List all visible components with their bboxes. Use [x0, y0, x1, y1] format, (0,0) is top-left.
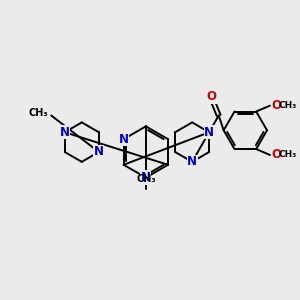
Text: N: N — [94, 146, 104, 158]
Text: N: N — [60, 126, 70, 139]
Text: CH₃: CH₃ — [137, 173, 157, 184]
Text: CH₃: CH₃ — [279, 101, 297, 110]
Text: O: O — [207, 90, 217, 103]
Text: CH₃: CH₃ — [29, 108, 48, 118]
Text: CH₃: CH₃ — [279, 151, 297, 160]
Text: N: N — [204, 126, 214, 139]
Text: N: N — [118, 133, 129, 146]
Text: N: N — [141, 171, 151, 184]
Text: O: O — [271, 148, 281, 161]
Text: O: O — [271, 99, 281, 112]
Text: N: N — [187, 155, 197, 168]
